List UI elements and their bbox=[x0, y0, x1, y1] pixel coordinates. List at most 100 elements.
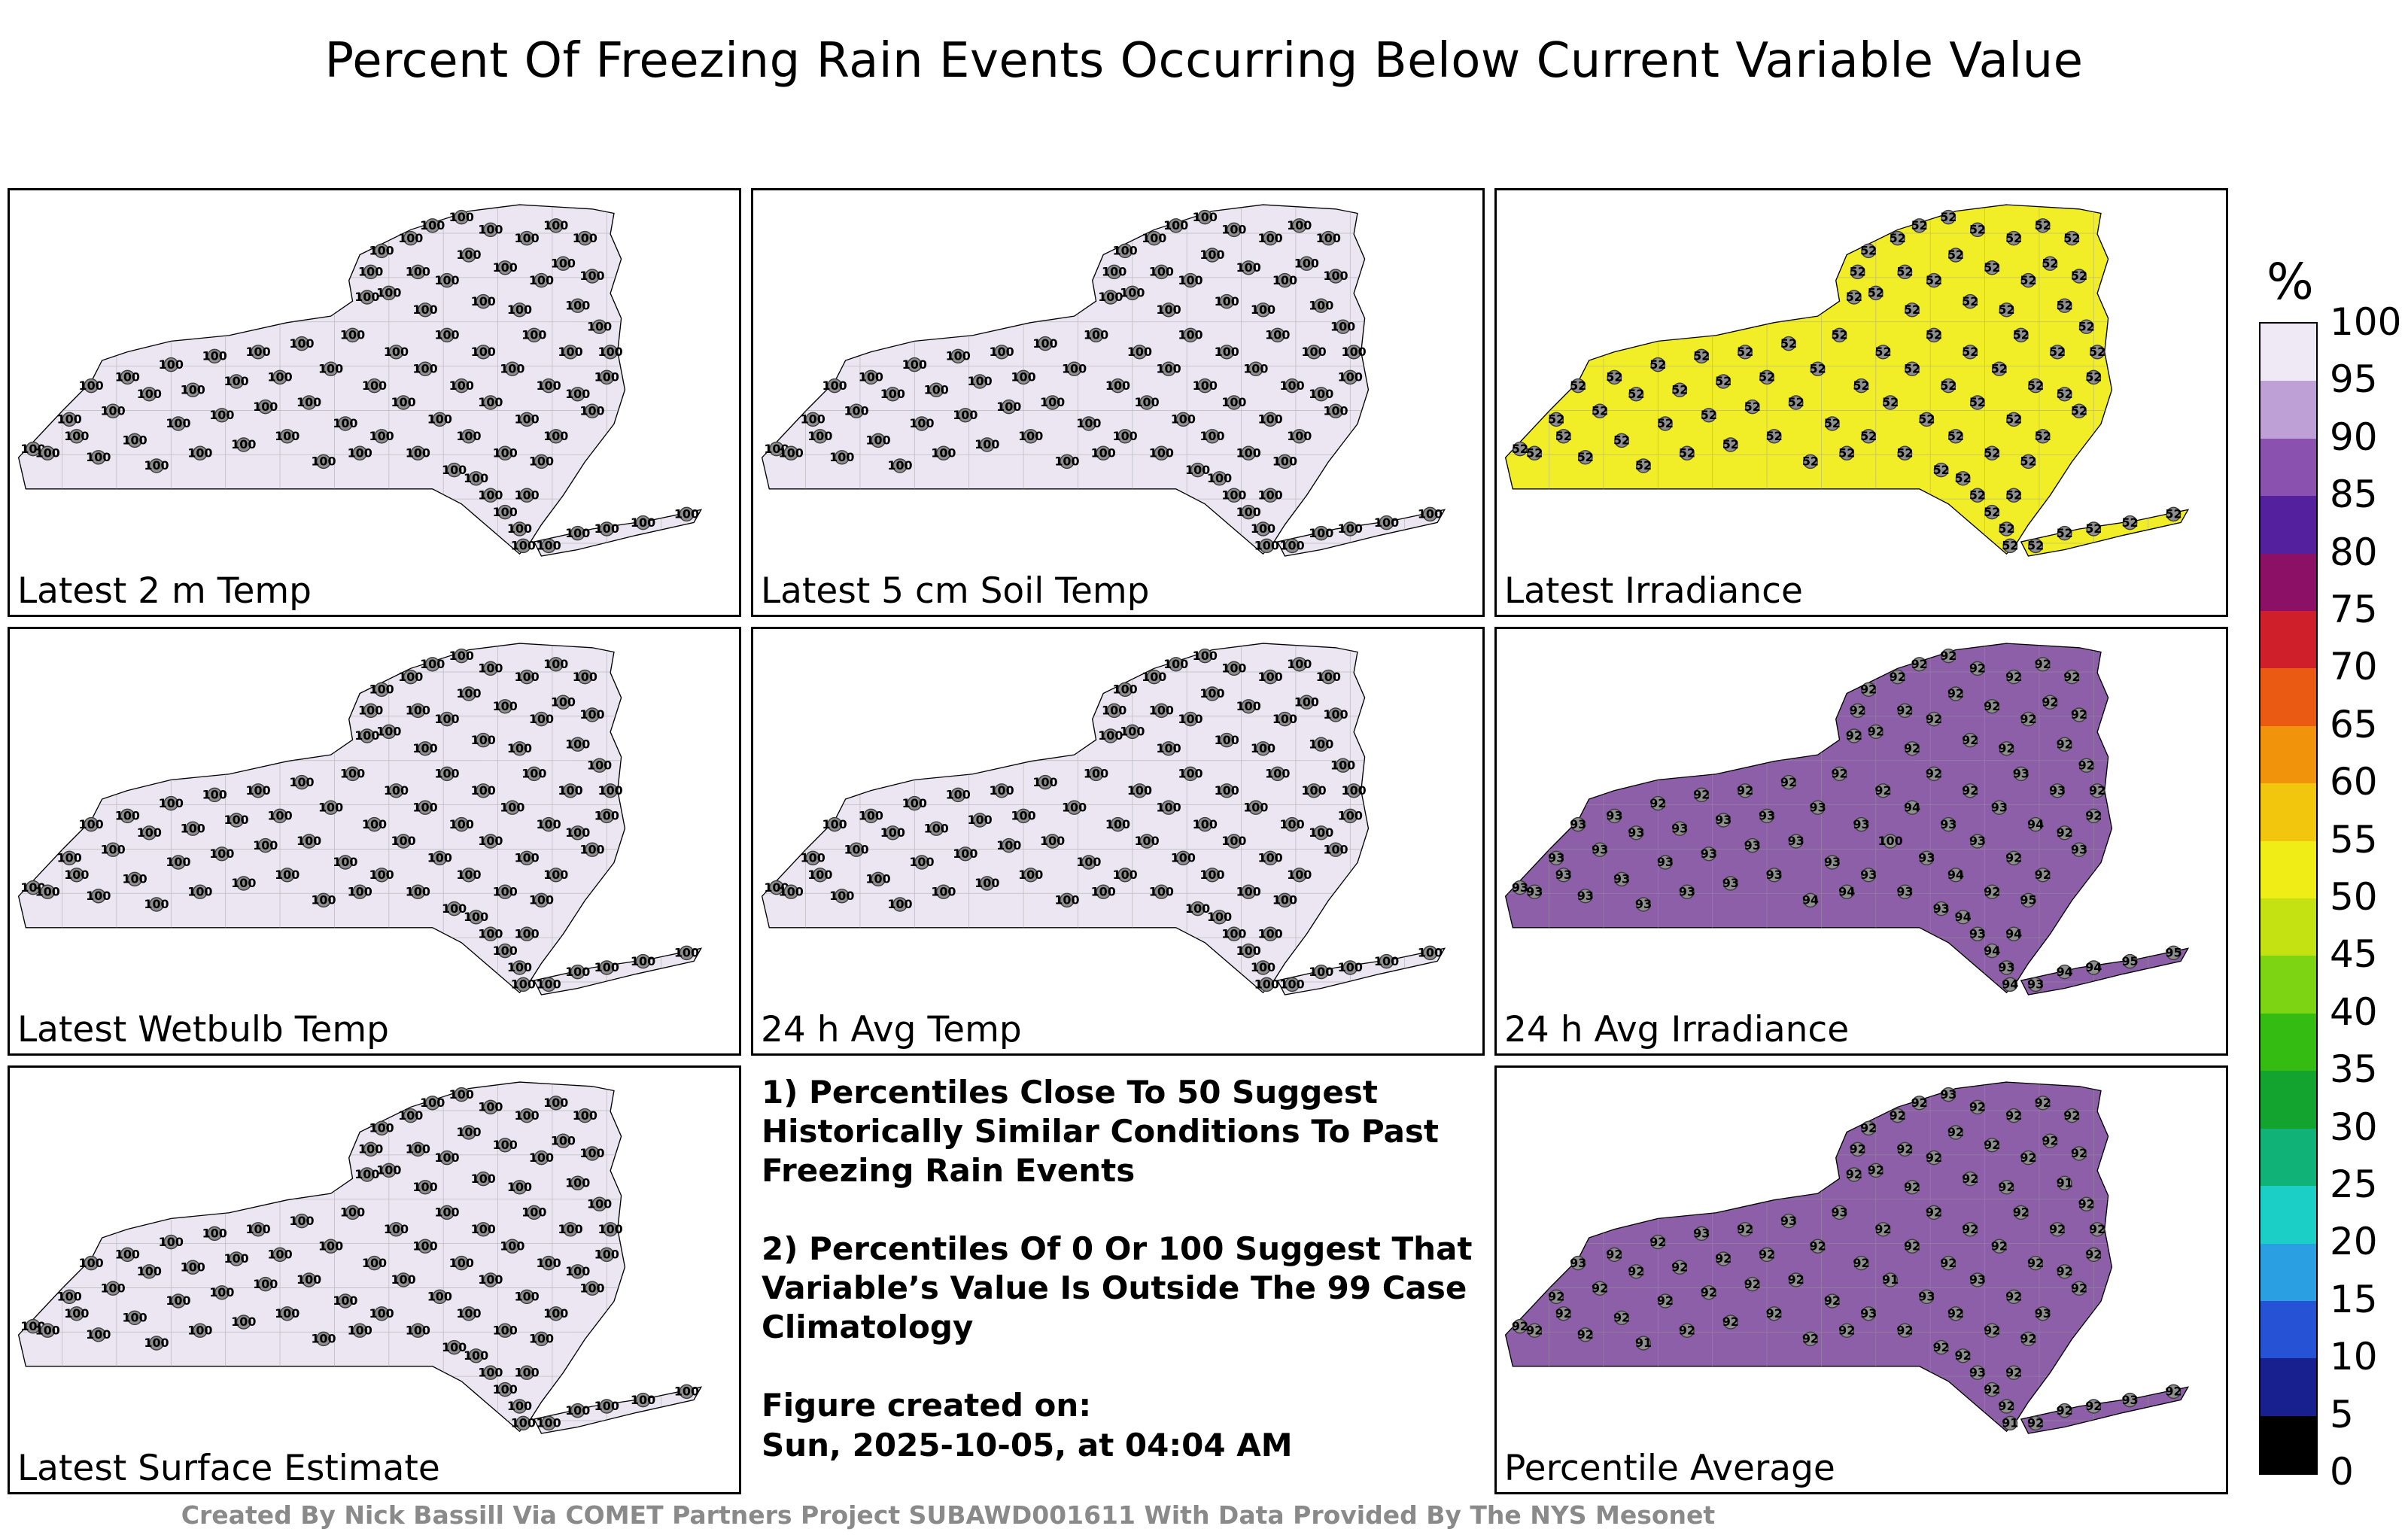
svg-text:100: 100 bbox=[1330, 320, 1355, 334]
svg-text:52: 52 bbox=[1853, 378, 1869, 393]
station-marker: 100 bbox=[764, 441, 789, 457]
svg-text:92: 92 bbox=[2165, 1385, 2181, 1399]
station-marker: 100 bbox=[631, 953, 655, 969]
svg-text:100: 100 bbox=[275, 868, 299, 882]
svg-text:52: 52 bbox=[1940, 378, 1956, 393]
svg-text:100: 100 bbox=[573, 670, 597, 684]
station-marker: 52 bbox=[2005, 412, 2022, 427]
svg-text:93: 93 bbox=[1853, 817, 1869, 831]
svg-text:52: 52 bbox=[2057, 387, 2073, 401]
station-marker: 93 bbox=[1613, 871, 1630, 887]
station-marker: 100 bbox=[515, 669, 540, 685]
station-marker: 100 bbox=[1279, 538, 1305, 554]
svg-text:100: 100 bbox=[579, 707, 604, 722]
svg-text:100: 100 bbox=[420, 218, 445, 233]
svg-text:93: 93 bbox=[1701, 847, 1717, 861]
station-marker: 92 bbox=[1962, 783, 1978, 798]
station-marker: 52 bbox=[2049, 345, 2066, 360]
svg-text:100: 100 bbox=[1279, 977, 1304, 992]
station-marker: 100 bbox=[245, 345, 271, 360]
svg-text:100: 100 bbox=[478, 488, 503, 503]
panel-label: Latest Surface Estimate bbox=[17, 1448, 440, 1489]
svg-text:100: 100 bbox=[1011, 370, 1035, 385]
colorbar-segment bbox=[2261, 783, 2316, 841]
svg-text:100: 100 bbox=[1032, 775, 1057, 789]
station-marker: 52 bbox=[2085, 521, 2102, 536]
station-marker: 52 bbox=[2089, 345, 2105, 360]
station-marker: 92 bbox=[1693, 787, 1710, 803]
station-marker: 100 bbox=[35, 1323, 60, 1338]
station-marker: 92 bbox=[1984, 884, 2000, 899]
station-marker: 93 bbox=[1526, 884, 1543, 899]
svg-text:100: 100 bbox=[1323, 843, 1348, 857]
svg-text:92: 92 bbox=[2042, 1134, 2058, 1148]
station-marker: 100 bbox=[1113, 682, 1138, 698]
station-marker: 100 bbox=[515, 850, 540, 866]
station-marker: 94 bbox=[2027, 816, 2044, 832]
svg-text:100: 100 bbox=[1221, 927, 1246, 941]
station-marker: 91 bbox=[2057, 1175, 2073, 1190]
station-marker: 100 bbox=[887, 897, 913, 912]
svg-text:100: 100 bbox=[587, 320, 612, 334]
svg-text:52: 52 bbox=[2027, 539, 2044, 553]
station-marker: 92 bbox=[1998, 1180, 2015, 1195]
svg-text:100: 100 bbox=[1301, 345, 1326, 359]
svg-text:100: 100 bbox=[909, 855, 934, 869]
svg-text:92: 92 bbox=[1737, 1222, 1753, 1236]
svg-text:92: 92 bbox=[1555, 1306, 1572, 1321]
svg-text:52: 52 bbox=[1526, 446, 1543, 460]
svg-text:52: 52 bbox=[2005, 488, 2022, 503]
station-marker: 93 bbox=[1606, 808, 1622, 824]
svg-text:92: 92 bbox=[2078, 758, 2095, 773]
station-marker: 100 bbox=[275, 1306, 299, 1321]
svg-text:100: 100 bbox=[456, 248, 481, 262]
station-marker: 93 bbox=[1853, 816, 1870, 832]
svg-text:100: 100 bbox=[434, 1205, 459, 1220]
svg-text:100: 100 bbox=[1272, 893, 1297, 907]
svg-text:93: 93 bbox=[1969, 1366, 1986, 1380]
station-marker: 100 bbox=[543, 1096, 568, 1111]
station-marker: 94 bbox=[1802, 892, 1819, 908]
svg-text:100: 100 bbox=[57, 412, 82, 427]
svg-text:93: 93 bbox=[1512, 880, 1528, 895]
svg-text:100: 100 bbox=[456, 868, 481, 882]
svg-text:100: 100 bbox=[427, 1290, 452, 1304]
svg-text:100: 100 bbox=[1287, 429, 1312, 443]
svg-text:92: 92 bbox=[1613, 1311, 1630, 1325]
svg-text:93: 93 bbox=[1635, 897, 1652, 911]
svg-text:100: 100 bbox=[1418, 946, 1443, 960]
svg-text:100: 100 bbox=[1193, 649, 1218, 663]
station-marker: 100 bbox=[1279, 816, 1305, 832]
station-marker: 100 bbox=[902, 357, 927, 372]
svg-text:93: 93 bbox=[1940, 817, 1956, 831]
svg-text:100: 100 bbox=[478, 1272, 503, 1287]
station-marker: 100 bbox=[946, 787, 971, 803]
station-marker: 100 bbox=[974, 876, 999, 891]
svg-text:52: 52 bbox=[1890, 231, 1906, 245]
svg-text:100: 100 bbox=[245, 345, 270, 359]
svg-text:100: 100 bbox=[1185, 901, 1210, 916]
station-marker: 92 bbox=[1649, 795, 1666, 811]
colorbar-segment bbox=[2261, 1415, 2316, 1474]
station-marker: 52 bbox=[1759, 369, 1775, 385]
svg-text:100: 100 bbox=[333, 416, 357, 430]
svg-text:100: 100 bbox=[974, 876, 999, 890]
station-marker: 100 bbox=[536, 816, 561, 832]
station-marker: 92 bbox=[1512, 1318, 1528, 1334]
station-marker: 100 bbox=[253, 1276, 278, 1292]
station-marker: 92 bbox=[1998, 741, 2015, 756]
station-marker: 100 bbox=[412, 302, 438, 318]
svg-text:100: 100 bbox=[551, 1134, 576, 1148]
station-marker: 100 bbox=[449, 1087, 474, 1102]
svg-text:100: 100 bbox=[493, 699, 518, 713]
station-marker: 94 bbox=[1838, 884, 1855, 899]
station-marker: 100 bbox=[1171, 850, 1196, 866]
station-marker: 95 bbox=[2020, 892, 2037, 908]
station-marker: 100 bbox=[456, 1125, 482, 1140]
stations-layer: 1001001001001001001001001001001001001001… bbox=[20, 1087, 699, 1431]
svg-text:100: 100 bbox=[1251, 302, 1275, 317]
station-marker: 100 bbox=[1279, 378, 1305, 394]
svg-text:92: 92 bbox=[1715, 1251, 1732, 1266]
colorbar-segment bbox=[2261, 668, 2316, 726]
station-marker: 94 bbox=[2002, 977, 2018, 992]
